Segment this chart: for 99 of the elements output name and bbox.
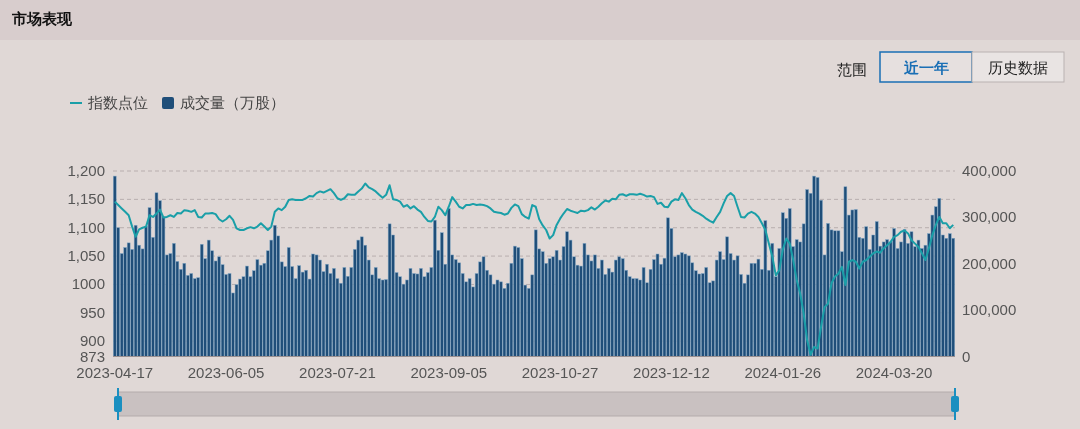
y2-tick-label: 300,000 [962,208,1017,226]
x-tick-label: 2024-01-26 [744,364,822,381]
bar [655,253,660,357]
bar [433,219,437,357]
x-tick-label: 2023-09-05 [410,364,488,381]
bar [676,254,681,357]
bar [488,274,493,357]
bar [631,278,635,357]
x-tick-label: 2023-07-21 [299,364,376,381]
bar [937,198,942,357]
bar [763,220,768,357]
chart-title: 市场表现 [11,10,73,27]
y-tick-label: 873 [79,347,105,365]
y-tick-label: 1000 [71,275,105,293]
y2-tick-label: 200,000 [962,254,1017,272]
bar [332,268,336,357]
bar [909,231,914,357]
bar [749,263,754,357]
bar [756,258,761,357]
bar [885,239,889,357]
text: 范围 [837,61,867,78]
bar [440,232,444,357]
x-tick-label: 2023-10-27 [521,364,599,381]
bar [304,269,308,357]
x-tick-label: 2024-03-20 [855,364,933,381]
bar [387,223,392,357]
y-tick-label: 1,100 [67,218,105,236]
bar [735,255,740,357]
bar [683,253,688,357]
bar [815,177,820,357]
y-tick-label: 1,200 [67,162,105,179]
text: 历史数据 [988,59,1048,76]
y-tick-label: 950 [79,303,105,321]
bar [206,239,211,357]
bar [641,267,646,357]
y-tick-label: 1,050 [67,247,105,265]
bar [172,243,176,357]
bar [356,239,360,357]
bar [770,243,775,357]
y2-tick-label: 0 [962,347,971,365]
bar [495,279,500,357]
bar [255,259,260,357]
bar [227,273,232,357]
line-series [113,182,955,356]
bar [245,265,249,357]
bar [467,278,472,357]
bar [718,251,722,357]
bar [864,226,868,357]
bar [147,207,152,357]
text: 近一年 [902,59,949,76]
bar [499,281,503,357]
bar [534,229,538,357]
x-tick-label: 2023-06-05 [187,364,265,381]
bar [200,244,204,357]
bar [360,236,364,357]
y2-tick-label: 100,000 [962,301,1017,319]
bar [725,236,729,357]
y-tick-label: 1,150 [67,190,105,208]
bar [687,255,691,357]
bar [704,267,708,357]
bar [621,258,625,357]
bar [314,254,319,357]
bar [419,268,423,357]
bar [481,256,486,357]
bar [540,251,545,357]
bar [408,268,413,357]
y-tick-label: 900 [79,332,105,350]
bar [325,263,329,357]
legend-label: 成交量（万股） [180,94,285,111]
bar [582,243,587,357]
bar [836,230,841,357]
legend-label: 指数点位 [87,94,148,111]
bar [843,186,848,357]
bar [154,192,159,357]
bar [666,217,670,357]
bar [788,208,792,357]
bar [916,239,921,357]
bar [593,254,597,357]
bar [113,175,117,357]
bar [944,237,949,357]
bar [182,263,187,357]
y2-tick-label: 400,000 [962,162,1017,179]
bar [554,250,559,357]
bar [447,208,451,357]
bar [854,209,858,357]
bar [902,229,907,357]
bar [516,247,521,357]
bar [600,259,604,357]
bar [850,209,855,357]
bar [951,237,955,357]
x-tick-label: 2023-04-17 [76,364,154,381]
bar [297,265,301,357]
bar [373,267,378,357]
x-tick-label: 2023-12-12 [633,364,710,381]
bar [875,221,879,357]
bar [217,256,221,357]
bar [398,276,402,357]
bar [287,247,291,357]
bar [342,267,347,357]
